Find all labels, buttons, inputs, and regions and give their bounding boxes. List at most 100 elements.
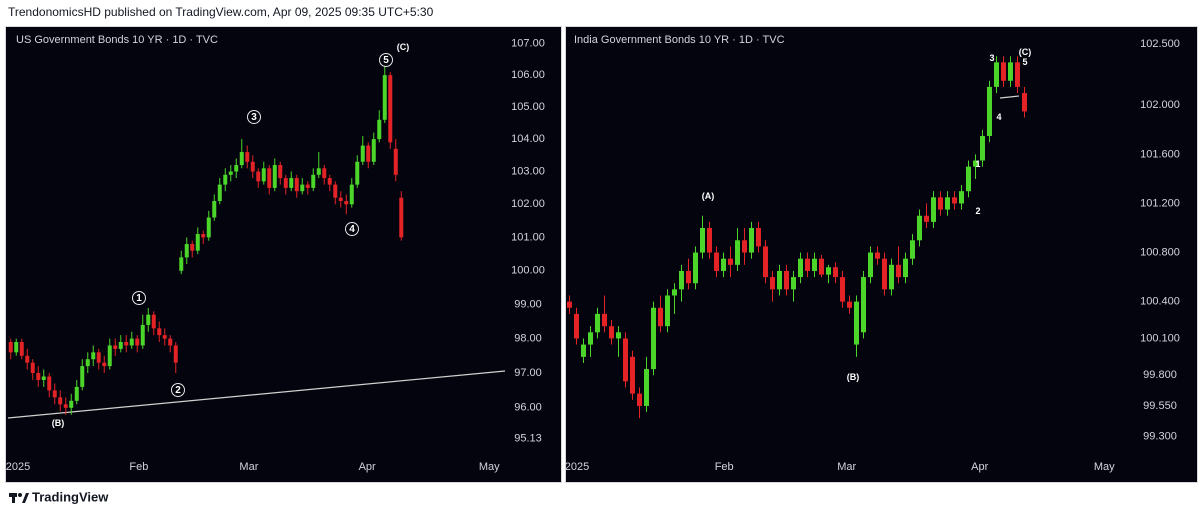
candle-body (797, 258, 803, 278)
y-tick-label: 99.550 (1143, 400, 1177, 412)
candle-body (986, 86, 992, 136)
candle-body (909, 240, 915, 259)
candle-body (85, 359, 90, 367)
candle-body (685, 270, 691, 284)
candle-body (58, 397, 63, 405)
x-tick-label: Feb (129, 461, 148, 473)
candle-body (47, 376, 52, 391)
x-tick-label: May (1094, 461, 1115, 473)
wave-line (999, 95, 1020, 99)
candle-body (289, 178, 294, 188)
wave-circle (379, 53, 393, 67)
candle-body (874, 252, 880, 259)
candle-body (278, 165, 283, 179)
y-tick-label: 95.13 (514, 432, 542, 444)
candle-body (930, 197, 936, 222)
candle-body (69, 400, 74, 408)
y-tick-label: 102.00 (511, 198, 545, 210)
candle-body (1014, 62, 1020, 87)
wave-label: 4 (349, 224, 355, 235)
header-title: TrendonomicsHD published on TradingView.… (8, 5, 434, 19)
candle-body (615, 332, 621, 339)
candle-body (594, 313, 600, 333)
candle-body (776, 270, 782, 290)
panel-india (565, 26, 1198, 483)
candle-body (283, 178, 288, 188)
candle-body (958, 191, 964, 204)
tv-logo (9, 493, 29, 503)
candle-body (74, 386, 79, 401)
candle-body (228, 171, 233, 175)
candle-body (699, 228, 705, 253)
candle-body (923, 215, 929, 222)
candle-body (36, 373, 41, 380)
x-tick-label: Apr (971, 461, 988, 473)
candle-body (25, 355, 30, 363)
candle-body (643, 369, 649, 406)
x-tick-label: Mar (239, 461, 258, 473)
candle-body (91, 352, 96, 360)
candle-body (371, 139, 376, 162)
candle-body (1007, 62, 1013, 81)
candle-body (783, 270, 789, 290)
candle-body (755, 228, 761, 247)
candle-body (245, 152, 250, 162)
candle-body (151, 314, 156, 329)
candle-body (377, 119, 382, 140)
wave-label: (C) (1019, 47, 1032, 57)
candle-body (608, 326, 614, 339)
wave-label: 5 (383, 55, 389, 66)
candle-body (333, 184, 338, 198)
wave-circle (171, 383, 185, 397)
candle-body (267, 168, 272, 188)
candle-body (587, 332, 593, 345)
candle-body (811, 258, 817, 271)
candle-body (566, 301, 572, 308)
x-tick-label: May (479, 461, 500, 473)
candle-body (580, 344, 586, 357)
candle-body (867, 252, 873, 278)
candle-body (212, 201, 217, 218)
candle-body (256, 171, 261, 182)
candle-body (349, 184, 354, 205)
candle-body (311, 174, 316, 188)
candle-body (944, 197, 950, 210)
candle-body (272, 165, 277, 188)
y-tick-label: 100.100 (1140, 332, 1180, 344)
candle-body (316, 168, 321, 175)
candle-body (223, 174, 228, 185)
candle-body (622, 338, 628, 382)
candle-body (748, 228, 754, 253)
x-tick-label: Feb (715, 461, 734, 473)
candle-body (573, 313, 579, 339)
candle-body (190, 244, 195, 251)
candle-body (322, 168, 327, 179)
wave-label: 4 (996, 112, 1001, 122)
candle-body (129, 338, 134, 346)
candle-body (678, 270, 684, 290)
candle-body (294, 178, 299, 192)
wave-circle (247, 110, 261, 124)
wave-circle (345, 222, 359, 236)
candle-body (124, 342, 129, 346)
candle-body (305, 184, 310, 188)
candle-body (399, 197, 404, 238)
candle-body (388, 75, 393, 143)
candle-body (41, 376, 46, 380)
wave-label: 1 (975, 159, 980, 169)
y-tick-label: 105.00 (511, 101, 545, 113)
candle-body (80, 366, 85, 387)
candle-body (1000, 62, 1006, 81)
candle-body (113, 345, 118, 349)
candle-body (135, 338, 140, 346)
candle-body (741, 240, 747, 253)
y-tick-label: 99.800 (1143, 369, 1177, 381)
candle-body (895, 264, 901, 278)
candle-body (937, 197, 943, 210)
candle-body (713, 252, 719, 271)
x-tick-label: 2025 (6, 461, 30, 473)
x-tick-label: Apr (359, 461, 376, 473)
candle-body (720, 258, 726, 271)
candle-body (769, 277, 775, 290)
